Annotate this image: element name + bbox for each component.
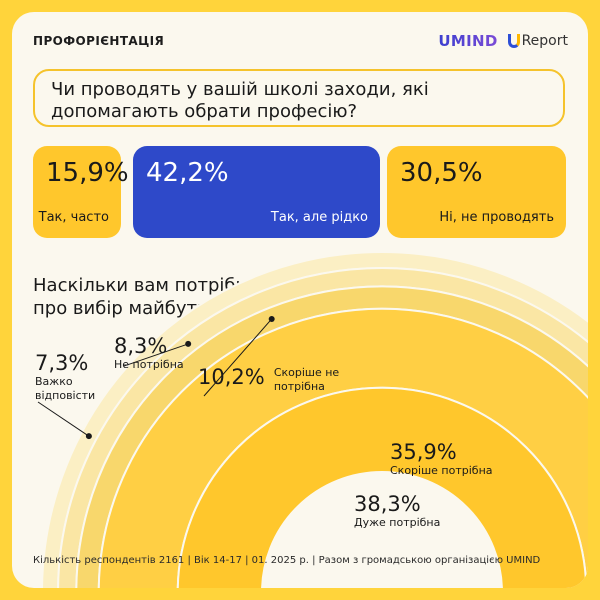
label-rather-needed-value: 35,9% xyxy=(390,440,457,464)
ureport-logo: Report xyxy=(507,33,568,49)
label-rather-not-needed-text-2: потрібна xyxy=(273,380,325,393)
topic-label: ПРОФОРІЄНТАЦІЯ xyxy=(33,34,165,48)
label-hard-to-answer: 7,3% Важко відповісти xyxy=(35,351,95,403)
arc-hard-to-answer-leader-dot xyxy=(85,433,92,440)
answer-rarely-label: Так, але рідко xyxy=(270,210,368,225)
answer-often: 15,9% Так, часто xyxy=(33,146,129,238)
label-hard-to-answer-text-2: відповісти xyxy=(35,389,96,402)
label-rather-not-needed-value: 10,2% xyxy=(198,365,265,389)
arc-not-needed-leader-dot xyxy=(185,340,192,347)
logos: UMIND Report xyxy=(438,32,568,50)
label-rather-needed: 35,9% Скоріше потрібна xyxy=(390,440,493,478)
answer-rarely-value: 42,2% xyxy=(146,158,229,188)
ureport-logo-text: Report xyxy=(521,33,568,49)
label-not-needed: 8,3% Не потрібна xyxy=(114,334,184,372)
footer-note: Кількість респондентів 2161 | Вік 14-17 … xyxy=(33,555,541,566)
question-2: Наскільки вам потрібна інформація про ви… xyxy=(33,274,371,320)
answer-often-label: Так, часто xyxy=(38,210,109,225)
label-not-needed-value: 8,3% xyxy=(114,334,168,358)
u-logo-icon xyxy=(507,34,520,48)
umind-logo: UMIND xyxy=(438,32,498,50)
answer-never: 30,5% Ні, не проводять xyxy=(387,146,566,238)
answer-never-value: 30,5% xyxy=(400,158,483,188)
arc-hard-to-answer-leader-line xyxy=(37,401,90,437)
question-2-line-1: Наскільки вам потрібна інформація xyxy=(33,275,372,296)
label-not-needed-text: Не потрібна xyxy=(114,358,184,371)
label-hard-to-answer-value: 7,3% xyxy=(35,351,89,375)
answer-rarely: 42,2% Так, але рідко xyxy=(133,146,380,238)
question-2-line-2: про вибір майбутньої професії? xyxy=(33,298,332,319)
label-hard-to-answer-text-1: Важко xyxy=(35,375,73,388)
label-very-needed: 38,3% Дуже потрібна xyxy=(354,492,440,530)
label-very-needed-text: Дуже потрібна xyxy=(354,516,441,529)
label-rather-needed-text: Скоріше потрібна xyxy=(390,464,493,477)
label-rather-not-needed-text-1: Скоріше не xyxy=(273,366,340,379)
infographic-card: ПРОФОРІЄНТАЦІЯ UMIND Report Чи проводять… xyxy=(12,12,588,588)
answer-never-label: Ні, не проводять xyxy=(439,210,554,225)
answer-often-value: 15,9% xyxy=(46,158,129,188)
question-1: Чи проводять у вашій школі заходи, які д… xyxy=(33,69,565,127)
label-rather-not-needed: 10,2% Скоріше не потрібна xyxy=(198,365,339,394)
label-very-needed-value: 38,3% xyxy=(354,492,421,516)
arc-rather-not-needed xyxy=(75,285,588,588)
